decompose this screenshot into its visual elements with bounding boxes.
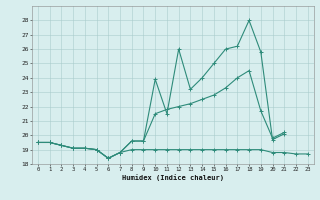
X-axis label: Humidex (Indice chaleur): Humidex (Indice chaleur) xyxy=(122,174,224,181)
